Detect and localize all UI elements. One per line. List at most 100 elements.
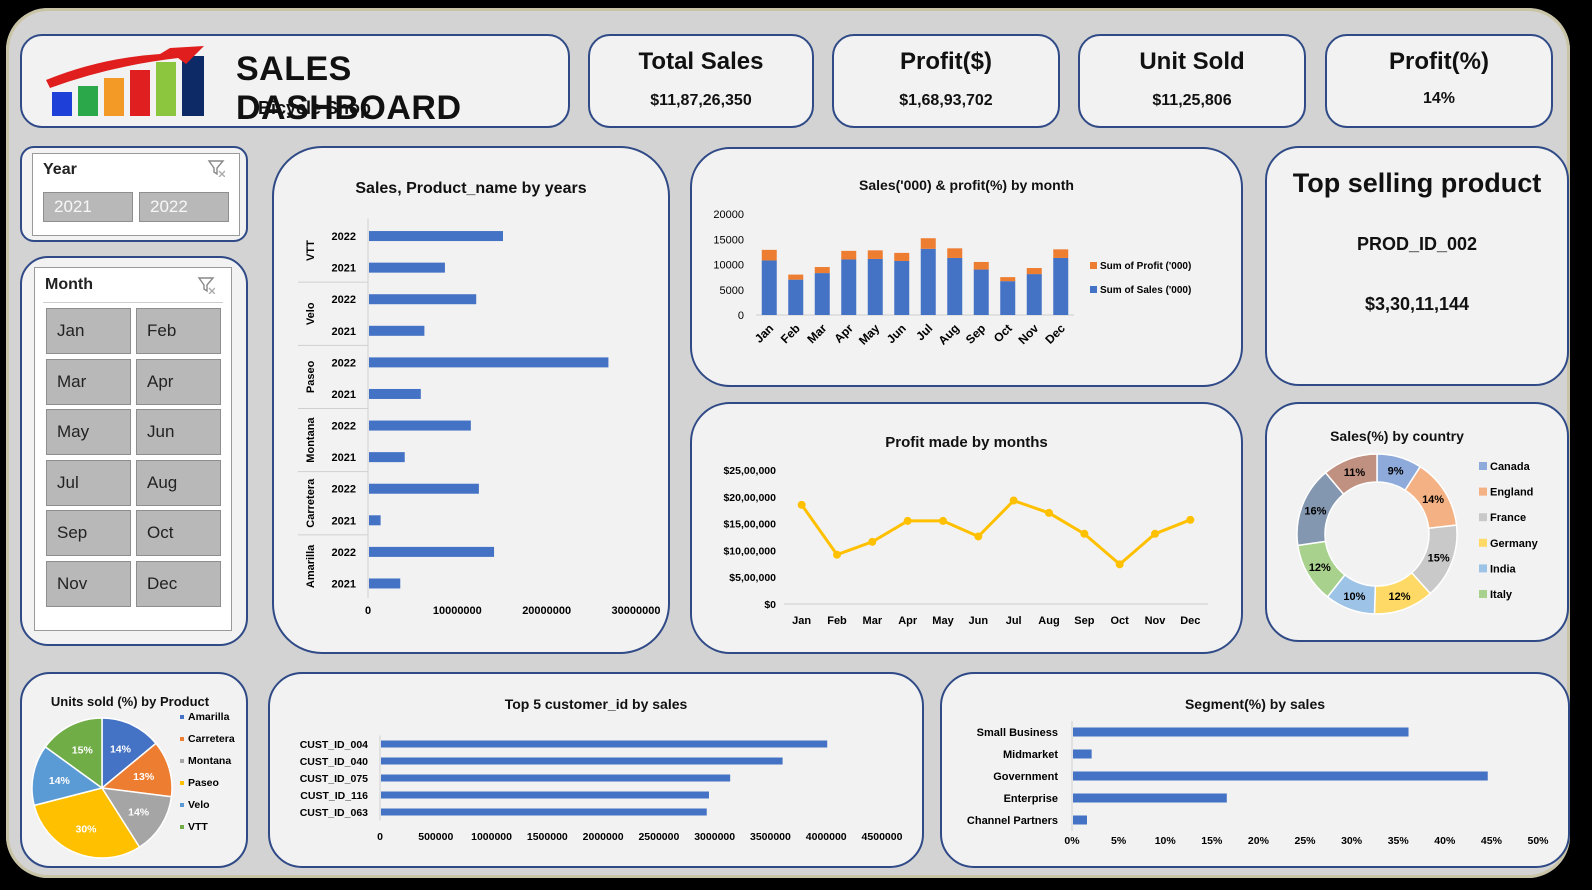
month-option-jan[interactable]: Jan: [46, 308, 131, 354]
bar: [369, 231, 503, 242]
sales-country-card: Sales(%) by country 9% 14% 15% 12% 10% 12% 16%…: [1265, 402, 1569, 642]
year-tick-label: 2022: [332, 421, 356, 433]
x-tick-label: Jan: [792, 615, 811, 627]
data-point: [797, 500, 806, 509]
sales-bar: [894, 260, 910, 315]
bar: [369, 357, 609, 368]
bar: [381, 791, 709, 799]
month-option-dec[interactable]: Dec: [136, 561, 221, 607]
x-tick-label: Jan: [752, 321, 777, 346]
category-label: CUST_ID_116: [300, 790, 368, 802]
month-option-feb[interactable]: Feb: [136, 308, 221, 354]
clear-filter-icon[interactable]: [207, 159, 225, 177]
legend-swatch: [180, 825, 184, 829]
year-tick-label: 2021: [332, 578, 356, 590]
x-tick-label: 0: [365, 605, 371, 617]
x-tick-label: 0%: [1064, 835, 1080, 847]
dashboard-title: SALES DASHBOARD: [236, 50, 462, 127]
year-slicer-card: Year 2021 2022: [20, 146, 248, 242]
data-point: [1045, 508, 1053, 517]
x-tick-label: 10%: [1155, 835, 1177, 847]
year-option-2022[interactable]: 2022: [139, 192, 229, 222]
year-option-2021[interactable]: 2021: [43, 192, 133, 222]
legend-swatch: [180, 759, 184, 763]
bar: [1073, 771, 1488, 781]
data-point: [939, 516, 947, 525]
kpi-value: $11,87,26,350: [650, 92, 752, 109]
x-tick-label: Jul: [913, 321, 935, 343]
data-point: [903, 516, 912, 525]
kpi-total-sales: Total Sales $11,87,26,350: [588, 34, 814, 128]
month-option-jul[interactable]: Jul: [46, 459, 131, 506]
x-tick-label: Aug: [935, 321, 961, 347]
pie-slice: [33, 787, 141, 859]
month-option-oct[interactable]: Oct: [136, 510, 221, 557]
kpi-value: $11,25,806: [1152, 92, 1232, 109]
x-tick-label: 30000000: [612, 605, 661, 617]
slice-label: 16%: [1304, 505, 1326, 517]
sales-bar: [788, 279, 804, 315]
bar: [1073, 815, 1087, 825]
profit-bar: [1053, 249, 1069, 258]
profit-bar: [841, 250, 857, 260]
slice-label: 12%: [1389, 591, 1411, 603]
slice-label: 9%: [1388, 466, 1404, 478]
clear-filter-icon[interactable]: [197, 276, 215, 294]
x-tick-label: 5%: [1111, 835, 1127, 847]
year-tick-label: 2021: [332, 389, 356, 401]
top-customers-chart: CUST_ID_004 CUST_ID_040 CUST_ID_075 CUST_ID…: [300, 735, 903, 843]
sales-profit-month-card: Sales('000) & profit(%) by month 0 5000 10…: [690, 147, 1243, 387]
month-option-mar[interactable]: Mar: [46, 358, 131, 405]
month-option-nov[interactable]: Nov: [46, 561, 131, 607]
chart-title: Top 5 customer_id by sales: [504, 696, 688, 712]
x-tick-label: 1000000: [471, 831, 512, 843]
chart-title: Units sold (%) by Product: [50, 694, 210, 709]
x-tick-label: 3500000: [750, 831, 791, 843]
month-option-apr[interactable]: Apr: [136, 358, 221, 405]
top-product-id: PROD_ID_002: [1356, 234, 1478, 254]
profit-bar: [814, 267, 830, 274]
legend-swatch: [1479, 538, 1487, 547]
month-option-aug[interactable]: Aug: [136, 459, 221, 506]
x-tick-label: 500000: [418, 831, 453, 843]
month-option-sep[interactable]: Sep: [46, 510, 131, 557]
legend-label: Amarilla: [188, 711, 230, 723]
x-tick-label: 4500000: [862, 831, 903, 843]
month-option-jun[interactable]: Jun: [136, 409, 221, 456]
legend-label: Canada: [1490, 461, 1531, 473]
bar: [369, 546, 495, 557]
month-slicer-title: Month: [45, 276, 93, 293]
sales-bar: [973, 269, 989, 315]
category-label: CUST_ID_040: [300, 756, 368, 768]
pie-slice: [44, 717, 103, 790]
top-product-value: $3,30,11,144: [1364, 294, 1470, 314]
kpi-label: Unit Sold: [1139, 48, 1245, 75]
profit-months-chart: $0 $5,00,000 $10,00,000 $15,00,000 $20,00,00…: [723, 465, 1208, 627]
bar: [381, 757, 783, 765]
units-product-card: Units sold (%) by Product 14% 13% 14% 30% 14…: [20, 672, 248, 868]
x-tick-label: 45%: [1481, 835, 1503, 847]
legend-label: Carretera: [188, 733, 235, 745]
category-label: Enterprise: [1004, 793, 1058, 805]
y-tick-label: 15000: [713, 234, 744, 246]
group-label: Montana: [305, 417, 317, 463]
year-tick-label: 2022: [332, 484, 356, 496]
chart-title: Profit made by months: [885, 434, 1048, 451]
pie-slice: [100, 742, 173, 798]
legend-label: Montana: [188, 755, 231, 767]
legend-swatch: [1479, 487, 1487, 496]
sales-country-chart: 9% 14% 15% 12% 10% 12% 16% 11% Canada England Fran…: [1296, 453, 1539, 615]
legend-swatch: [180, 737, 184, 741]
slice-label: 15%: [72, 744, 94, 756]
group-label: Carretera: [305, 478, 317, 528]
bar: [1073, 793, 1227, 803]
segment-sales-card: Segment(%) by sales Small Business Midmar…: [940, 672, 1570, 868]
month-option-may[interactable]: May: [46, 409, 131, 456]
legend-swatch: [1479, 462, 1487, 470]
x-tick-label: Apr: [898, 615, 918, 627]
profit-bar: [1026, 268, 1042, 275]
x-tick-label: 4000000: [806, 831, 847, 843]
category-label: CUST_ID_004: [300, 739, 368, 751]
pie-slice: [100, 787, 173, 849]
x-tick-label: 1500000: [527, 831, 568, 843]
